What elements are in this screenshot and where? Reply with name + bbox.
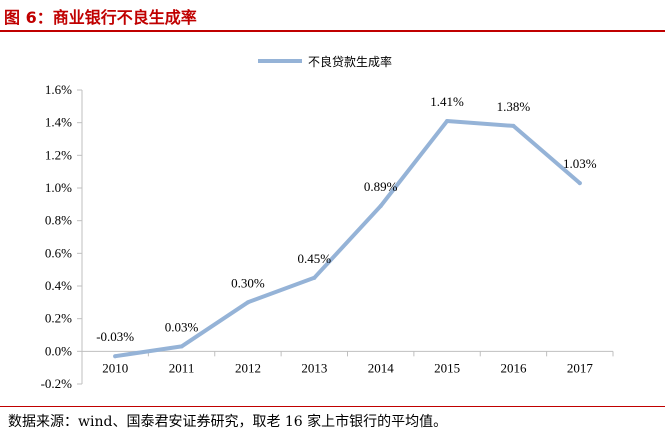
- x-tick-label: 2011: [169, 360, 195, 375]
- y-tick-label: 1.4%: [45, 115, 72, 130]
- x-tick-label: 2010: [102, 360, 128, 375]
- data-point: [445, 119, 450, 124]
- data-point: [577, 181, 582, 186]
- data-label: 0.89%: [364, 179, 398, 194]
- y-tick-label: 0.0%: [45, 343, 72, 358]
- x-tick-label: 2015: [434, 360, 460, 375]
- x-tick-label: 2016: [500, 360, 527, 375]
- data-point: [378, 203, 383, 208]
- legend-label: 不良贷款生成率: [308, 54, 392, 69]
- y-tick-label: 0.6%: [45, 245, 72, 260]
- title-divider: [0, 30, 665, 32]
- x-tick-label: 2012: [235, 360, 261, 375]
- y-tick-label: 1.2%: [45, 147, 72, 162]
- y-tick-label: 1.0%: [45, 180, 72, 195]
- y-tick-label: -0.2%: [41, 376, 73, 391]
- x-tick-label: 2013: [301, 360, 327, 375]
- x-tick-label: 2014: [368, 360, 395, 375]
- source-divider: [0, 406, 665, 407]
- series-line: [113, 119, 582, 359]
- data-point: [312, 275, 317, 280]
- data-label: 1.41%: [430, 94, 464, 109]
- data-point: [179, 344, 184, 349]
- data-label: 0.30%: [231, 275, 265, 290]
- data-label: 0.03%: [165, 319, 199, 334]
- y-tick-label: 0.4%: [45, 278, 72, 293]
- data-point: [113, 354, 118, 359]
- y-tick-label: 0.8%: [45, 213, 72, 228]
- data-point: [245, 300, 250, 305]
- data-point: [511, 123, 516, 128]
- data-label: -0.03%: [96, 329, 134, 344]
- y-tick-label: 0.2%: [45, 311, 72, 326]
- figure-title: 图 6：商业银行不良生成率: [4, 8, 197, 27]
- x-tick-label: 2017: [567, 360, 594, 375]
- data-label: 0.45%: [298, 251, 332, 266]
- y-tick-label: 1.6%: [45, 82, 72, 97]
- source-note: 数据来源：wind、国泰君安证券研究，取老 16 家上市银行的平均值。: [8, 414, 448, 430]
- data-label: 1.03%: [563, 156, 597, 171]
- data-label: 1.38%: [497, 99, 531, 114]
